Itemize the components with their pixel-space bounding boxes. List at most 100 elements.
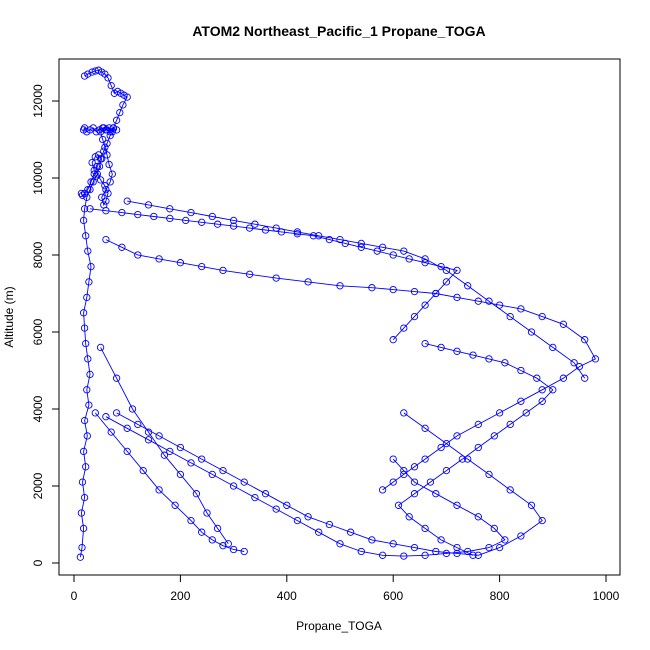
data-point bbox=[501, 536, 509, 544]
data-point bbox=[134, 420, 142, 429]
data-point bbox=[90, 170, 98, 178]
data-point bbox=[229, 216, 238, 225]
data-point bbox=[442, 549, 451, 558]
series-4 bbox=[123, 197, 589, 382]
data-point bbox=[442, 439, 451, 448]
data-point bbox=[368, 536, 376, 544]
data-point bbox=[245, 270, 254, 278]
series-10 bbox=[86, 205, 461, 344]
data-point bbox=[517, 366, 525, 375]
data-point bbox=[251, 220, 259, 228]
data-point bbox=[464, 455, 472, 463]
data-point bbox=[373, 247, 381, 255]
data-point bbox=[240, 547, 248, 556]
data-point bbox=[304, 278, 312, 286]
data-point bbox=[213, 524, 222, 533]
data-point bbox=[85, 278, 93, 286]
data-point bbox=[123, 424, 131, 432]
data-point bbox=[104, 189, 112, 198]
data-point bbox=[99, 135, 107, 144]
data-point bbox=[112, 116, 121, 124]
data-point bbox=[171, 501, 179, 509]
data-point bbox=[389, 540, 397, 548]
series-9 bbox=[394, 339, 557, 559]
data-point bbox=[538, 386, 546, 394]
data-point bbox=[400, 466, 408, 475]
data-point bbox=[426, 478, 435, 486]
data-point bbox=[283, 501, 291, 509]
series-line bbox=[105, 416, 506, 557]
data-point bbox=[559, 374, 568, 382]
data-point bbox=[101, 182, 109, 190]
y-axis: 0 2000 4000 6000 8000 10000 12000 bbox=[31, 84, 60, 566]
y-tick-label: 4000 bbox=[31, 395, 45, 422]
data-point bbox=[102, 207, 110, 215]
data-point bbox=[272, 505, 280, 513]
data-point bbox=[405, 255, 413, 263]
data-point bbox=[208, 470, 216, 479]
data-point bbox=[410, 478, 419, 486]
data-point bbox=[538, 516, 546, 525]
y-tick-label: 0 bbox=[31, 559, 45, 566]
data-point bbox=[357, 243, 365, 251]
data-point bbox=[421, 255, 429, 263]
y-tick-label: 6000 bbox=[31, 318, 45, 345]
data-point bbox=[506, 312, 514, 321]
data-point bbox=[389, 478, 397, 486]
data-point bbox=[378, 486, 387, 494]
series-8 bbox=[96, 343, 232, 548]
data-point bbox=[100, 147, 108, 155]
data-point bbox=[522, 409, 530, 417]
data-point bbox=[474, 420, 482, 429]
data-point bbox=[88, 68, 96, 76]
x-tick-label: 400 bbox=[277, 589, 297, 603]
data-point bbox=[469, 551, 477, 559]
data-point bbox=[119, 101, 127, 109]
data-point bbox=[83, 386, 91, 394]
data-point bbox=[187, 459, 195, 467]
data-point bbox=[219, 466, 227, 475]
data-point bbox=[116, 108, 124, 117]
series-line bbox=[81, 69, 128, 197]
data-point bbox=[437, 443, 445, 452]
data-point bbox=[112, 374, 121, 382]
data-point bbox=[442, 266, 451, 275]
data-point bbox=[325, 235, 334, 244]
data-point bbox=[538, 397, 546, 405]
data-point bbox=[474, 513, 482, 521]
data-point bbox=[155, 486, 163, 494]
data-point bbox=[474, 551, 482, 559]
data-point bbox=[469, 351, 477, 359]
series-line bbox=[89, 208, 458, 341]
data-point bbox=[208, 212, 216, 221]
data-point bbox=[315, 232, 323, 240]
data-point bbox=[304, 513, 312, 521]
data-point bbox=[421, 259, 429, 267]
data-point bbox=[107, 428, 115, 436]
data-point bbox=[78, 191, 87, 199]
data-point bbox=[453, 293, 461, 302]
data-point bbox=[78, 478, 87, 486]
data-point bbox=[421, 524, 429, 533]
data-point bbox=[229, 482, 238, 490]
data-point bbox=[104, 74, 112, 82]
data-point bbox=[87, 178, 95, 186]
data-point bbox=[96, 343, 105, 352]
data-point bbox=[490, 432, 498, 440]
y-tick-label: 10000 bbox=[31, 161, 45, 195]
data-point bbox=[198, 455, 206, 463]
x-tick-label: 0 bbox=[71, 589, 78, 603]
data-point bbox=[86, 185, 94, 194]
series-6 bbox=[112, 409, 546, 559]
data-point bbox=[176, 259, 185, 267]
data-point bbox=[98, 193, 106, 201]
data-point bbox=[198, 528, 206, 536]
data-point bbox=[485, 297, 493, 305]
data-point bbox=[106, 131, 114, 140]
series-line bbox=[105, 239, 597, 491]
data-point bbox=[453, 549, 461, 558]
data-point bbox=[93, 162, 102, 171]
data-point bbox=[432, 490, 440, 498]
data-point bbox=[166, 205, 174, 213]
data-point bbox=[581, 374, 589, 382]
